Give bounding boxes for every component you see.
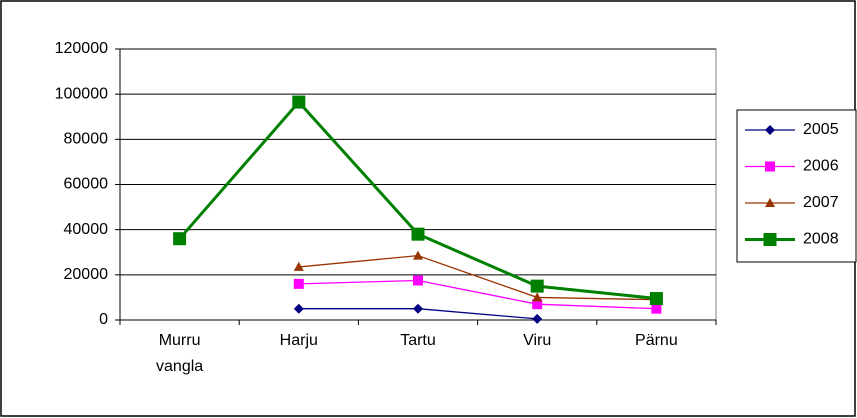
x-tick-label: Pärnu xyxy=(635,332,678,349)
series-line xyxy=(298,279,657,310)
x-tick-label-box: Harju xyxy=(279,332,318,349)
legend xyxy=(736,109,857,263)
data-point xyxy=(411,227,425,241)
data-point xyxy=(532,299,543,310)
legend-label: 2005 xyxy=(803,121,839,138)
legend-label: 2007 xyxy=(803,194,839,211)
data-point xyxy=(413,250,423,260)
legend-marker xyxy=(765,198,775,207)
legend-marker xyxy=(765,125,775,135)
y-tick-label: 120000 xyxy=(55,40,108,57)
x-tick-label-box: Viru xyxy=(523,332,552,349)
data-point xyxy=(532,313,543,324)
legend-label: 2006 xyxy=(803,158,839,175)
x-tick-label: Tartu xyxy=(400,332,436,349)
y-tick-label: 40000 xyxy=(64,221,109,238)
x-tick-label-box: Tartu xyxy=(400,332,436,349)
data-point xyxy=(292,95,306,109)
x-tick-label: Murru vangla xyxy=(156,332,204,375)
data-point xyxy=(530,279,544,293)
data-point xyxy=(413,275,423,286)
data-point xyxy=(293,261,304,271)
data-point xyxy=(649,292,663,306)
data-point xyxy=(293,303,304,314)
y-tick-label: 20000 xyxy=(64,266,109,283)
y-tick-label: 80000 xyxy=(64,131,109,148)
y-tick-label: 60000 xyxy=(64,176,109,193)
y-tick-label: 0 xyxy=(99,311,108,328)
data-point xyxy=(293,278,304,289)
data-point xyxy=(651,303,662,314)
series-line xyxy=(298,254,657,301)
data-point xyxy=(532,292,543,302)
x-tick-label-box: Murru vangla xyxy=(156,332,204,375)
legend-marker xyxy=(765,161,775,172)
data-point xyxy=(413,303,423,314)
x-tick-label: Harju xyxy=(279,332,318,349)
x-tick-label: Viru xyxy=(523,332,552,349)
legend-marker xyxy=(763,233,777,246)
legend-label: 2008 xyxy=(803,231,839,248)
data-point xyxy=(173,232,187,246)
x-tick-label-box: Pärnu xyxy=(635,332,678,349)
y-tick-label: 100000 xyxy=(55,85,108,102)
